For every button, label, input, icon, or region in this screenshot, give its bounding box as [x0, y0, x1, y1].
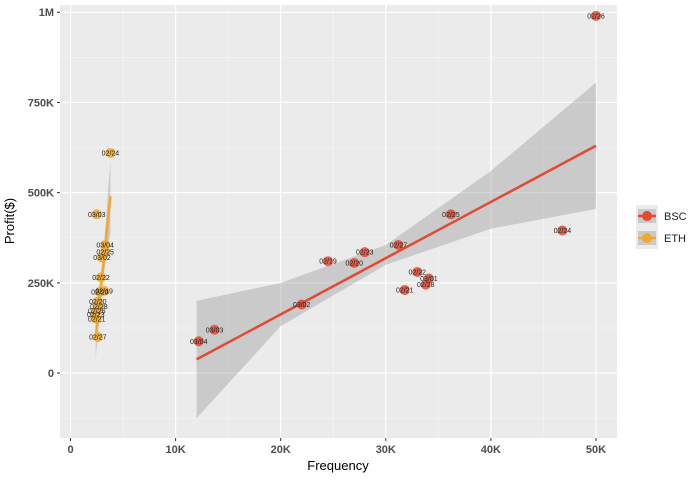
point-label: 02/26	[587, 13, 605, 20]
x-tick-label: 40K	[481, 444, 501, 456]
data-point-eth	[100, 239, 111, 250]
point-label: 02/23	[356, 250, 374, 257]
data-point-bsc	[393, 239, 404, 250]
y-axis-title: Profit($)	[2, 198, 17, 244]
y-tick-label: 500K	[28, 188, 54, 200]
data-point-bsc	[412, 267, 423, 278]
data-point-eth	[95, 272, 106, 283]
data-point-bsc	[193, 336, 204, 347]
x-tick-label: 30K	[376, 444, 396, 456]
data-point-bsc	[590, 10, 601, 21]
point-label: 02/20	[89, 299, 107, 306]
point-label: 02/22	[92, 275, 110, 282]
point-label: 02/22	[409, 270, 427, 277]
data-point-bsc	[557, 225, 568, 236]
x-tick-label: 0	[67, 444, 73, 456]
grid	[60, 5, 617, 438]
data-points	[90, 10, 601, 347]
point-label: 03/04	[96, 242, 114, 249]
point-label: 02/25	[96, 250, 114, 257]
point-label: 02/27	[390, 242, 408, 249]
data-point-eth	[91, 209, 102, 220]
point-label: 02/21	[88, 316, 106, 323]
y-axis: 0 250K 500K 750K 1M	[28, 7, 60, 380]
x-axis-title: Frequency	[307, 458, 369, 473]
data-point-bsc	[445, 209, 456, 220]
point-label: 02/24	[102, 150, 120, 157]
y-tick-label: 1M	[39, 7, 54, 19]
point-label: 03/04	[190, 339, 208, 346]
y-tick-label: 750K	[28, 97, 54, 109]
data-point-eth	[91, 313, 102, 324]
data-point-eth	[97, 252, 108, 263]
confidence-band-bsc	[196, 82, 596, 419]
fit-line-bsc	[196, 144, 597, 361]
point-label: 02/24	[554, 228, 572, 235]
data-point-eth	[92, 331, 103, 342]
legend-key-point	[642, 233, 652, 243]
point-label: 02/26	[88, 308, 106, 315]
data-point-bsc	[420, 279, 431, 290]
point-label: 02/27	[89, 334, 107, 341]
point-label: 03/03	[88, 212, 106, 219]
data-point-bsc	[359, 247, 370, 258]
point-label: 02/19	[95, 288, 113, 295]
legend-label: BSC	[664, 211, 687, 223]
point-label: 02/20	[345, 260, 363, 267]
data-point-bsc	[209, 324, 220, 335]
point-label: 02/20	[91, 289, 109, 296]
x-tick-label: 50K	[586, 444, 606, 456]
point-label: 02/28	[90, 304, 108, 311]
data-point-eth	[94, 286, 105, 297]
point-label: 02/25	[442, 212, 460, 219]
data-point-bsc	[296, 299, 307, 310]
point-label: 02/23	[87, 312, 105, 319]
legend-key-point	[642, 211, 652, 221]
plot-panel	[60, 5, 617, 438]
point-label: 03/02	[293, 302, 311, 309]
x-axis: 0 10K 20K 30K 40K 50K	[67, 438, 606, 456]
data-point-eth	[105, 147, 116, 158]
data-point-bsc	[399, 285, 410, 296]
y-tick-label: 250K	[28, 278, 54, 290]
x-tick-label: 20K	[271, 444, 291, 456]
data-point-bsc	[322, 256, 333, 267]
data-point-bsc	[349, 257, 360, 268]
x-tick-label: 10K	[166, 444, 186, 456]
point-label: 03/01	[420, 276, 438, 283]
point-label: 02/19	[319, 259, 337, 266]
point-label: 03/02	[93, 255, 111, 262]
legend-label: ETH	[664, 233, 686, 245]
point-label: 03/03	[206, 327, 224, 334]
legend: BSC ETH	[636, 205, 687, 249]
y-tick-label: 0	[48, 368, 54, 380]
point-label: 02/21	[396, 288, 414, 295]
point-label: 02/28	[417, 282, 435, 289]
